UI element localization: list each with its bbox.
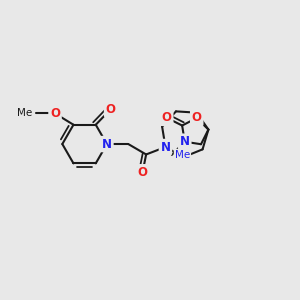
Text: O: O — [192, 112, 202, 124]
Text: N: N — [102, 138, 112, 151]
Text: N: N — [160, 140, 170, 154]
Text: O: O — [50, 107, 60, 120]
Text: Me: Me — [175, 150, 190, 160]
Text: Me: Me — [17, 109, 33, 118]
Text: O: O — [162, 111, 172, 124]
Text: O: O — [138, 166, 148, 179]
Text: N: N — [180, 135, 190, 148]
Text: O: O — [106, 103, 116, 116]
